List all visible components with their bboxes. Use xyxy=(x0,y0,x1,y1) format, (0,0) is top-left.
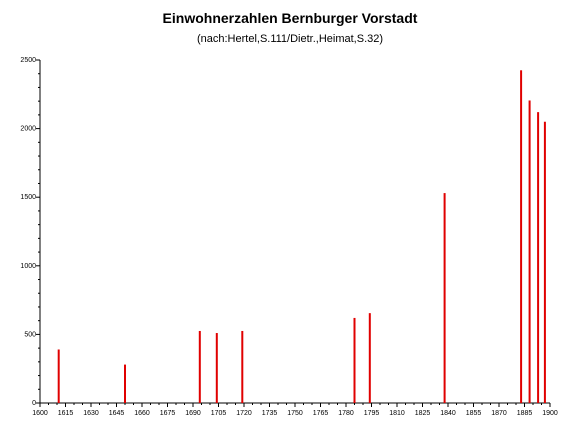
y-tick-label: 1000 xyxy=(20,263,36,270)
bar xyxy=(520,70,523,403)
x-tick-label: 1660 xyxy=(134,410,150,417)
y-tick-label: 2500 xyxy=(20,57,36,64)
bar xyxy=(124,364,126,403)
x-tick-label: 1840 xyxy=(440,410,456,417)
axes: 1600 1615 1630 1645 1660 1675 1690 1705 1720 1735… xyxy=(20,57,557,417)
bar xyxy=(353,317,356,403)
x-tick-label: 1900 xyxy=(542,410,558,417)
x-tick-label: 1705 xyxy=(211,410,227,417)
x-tick-label: 1870 xyxy=(491,410,507,417)
x-tick-label: 1780 xyxy=(338,410,354,417)
x-tick-label: 1615 xyxy=(58,410,74,417)
x-tick-label: 1720 xyxy=(236,410,252,417)
x-tick-label: 1750 xyxy=(287,410,303,417)
x-tick-label: 1810 xyxy=(389,410,405,417)
x-tick-label: 1825 xyxy=(415,410,431,417)
bar xyxy=(528,100,531,403)
chart-subtitle: (nach:Hertel,S.111/Dietr.,Heimat,S.32) xyxy=(197,33,383,45)
y-tick-label: 0 xyxy=(32,400,36,407)
bars xyxy=(57,70,546,404)
y-tick-label: 1500 xyxy=(20,194,36,201)
x-tick-label: 1885 xyxy=(517,410,533,417)
chart-title: Einwohnerzahlen Bernburger Vorstadt xyxy=(163,10,418,26)
x-tick-label: 1795 xyxy=(364,410,380,417)
bar xyxy=(543,121,546,404)
x-tick-label: 1600 xyxy=(32,410,48,417)
bar xyxy=(241,330,244,403)
y-tick-label: 2000 xyxy=(20,126,36,133)
bar xyxy=(443,193,446,403)
bar xyxy=(368,313,371,403)
x-tick-label: 1675 xyxy=(160,410,176,417)
x-tick-label: 1645 xyxy=(109,410,125,417)
bar xyxy=(198,330,201,403)
bar xyxy=(57,349,60,403)
bar xyxy=(215,333,218,403)
x-tick-label: 1855 xyxy=(466,410,482,417)
x-tick-label: 1690 xyxy=(185,410,201,417)
x-tick-label: 1630 xyxy=(83,410,99,417)
bar xyxy=(537,112,540,404)
x-tick-label: 1765 xyxy=(313,410,329,417)
y-tick-label: 500 xyxy=(24,331,36,338)
x-tick-label: 1735 xyxy=(262,410,278,417)
